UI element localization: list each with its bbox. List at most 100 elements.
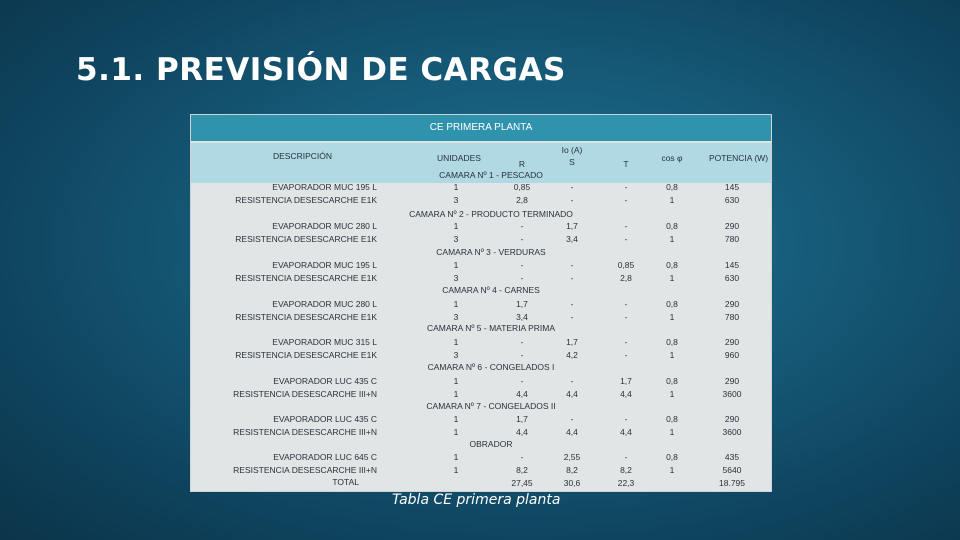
row-r: - [520, 234, 524, 244]
row-cos: 0,8 [666, 182, 678, 192]
row-t: - [624, 195, 628, 205]
row-units: 1 [453, 389, 459, 399]
row-cos: 1 [669, 195, 675, 205]
section-title: CAMARA Nº 5 - MATERIA PRIMA [426, 323, 556, 333]
row-cos: 0,8 [666, 452, 678, 462]
row-units: 3 [453, 350, 459, 360]
row-cos: 0,8 [666, 221, 678, 231]
row-units: 1 [453, 452, 459, 462]
row-potencia: 290 [724, 414, 740, 424]
row-description: RESISTENCIA DESESCARCHE III+N [233, 465, 377, 475]
row-s: 4,4 [566, 389, 578, 399]
row-s: - [570, 414, 574, 424]
row-s: 8,2 [566, 465, 578, 475]
row-units: 1 [453, 465, 459, 475]
row-units: 1 [453, 260, 459, 270]
row-t: 8,2 [620, 465, 632, 475]
row-r: - [520, 260, 524, 270]
row-units: 1 [453, 427, 459, 437]
section-title: CAMARA Nº 2 - PRODUCTO TERMINADO [409, 209, 573, 219]
total-s: 30,6 [563, 478, 581, 488]
row-s: 4,2 [566, 350, 578, 360]
row-potencia: 630 [724, 273, 740, 283]
row-t: 2,8 [620, 273, 632, 283]
row-cos: 0,8 [666, 260, 678, 270]
row-description: EVAPORADOR LUC 645 C [273, 452, 377, 462]
row-cos: 1 [669, 273, 675, 283]
col-header-cos: cos φ [661, 153, 683, 163]
row-r: - [520, 221, 524, 231]
loads-table: CE PRIMERA PLANTA DESCRIPCIÓN UNIDADES I… [190, 114, 772, 492]
row-units: 3 [453, 195, 459, 205]
row-potencia: 290 [724, 221, 740, 231]
row-t: - [624, 337, 628, 347]
row-r: - [520, 376, 524, 386]
row-r: 1,7 [516, 414, 528, 424]
total-potencia: 18.795 [719, 478, 745, 488]
section-title: CAMARA Nº 3 - VERDURAS [436, 247, 546, 257]
row-description: EVAPORADOR MUC 195 L [272, 182, 377, 192]
col-header-io: Io (A) [561, 145, 583, 155]
total-label: TOTAL [332, 477, 359, 487]
row-units: 3 [453, 273, 459, 283]
row-t: 1,7 [620, 376, 632, 386]
row-s: - [570, 299, 574, 309]
col-header-unidades: UNIDADES [437, 153, 481, 163]
total-r: 27,45 [511, 478, 533, 488]
row-description: EVAPORADOR MUC 195 L [272, 260, 377, 270]
row-r: - [520, 337, 524, 347]
row-t: - [624, 221, 628, 231]
row-units: 1 [453, 221, 459, 231]
row-r: 8,2 [516, 465, 528, 475]
row-description: RESISTENCIA DESESCARCHE III+N [233, 389, 377, 399]
row-description: RESISTENCIA DESESCARCHE E1K [235, 312, 377, 322]
row-r: 4,4 [516, 427, 528, 437]
row-t: 0,85 [617, 260, 635, 270]
col-header-descripcion: DESCRIPCIÓN [273, 151, 333, 161]
row-s: 3,4 [566, 234, 578, 244]
row-r: 4,4 [516, 389, 528, 399]
total-t: 22,3 [617, 478, 635, 488]
row-r: 0,85 [513, 182, 531, 192]
row-r: - [520, 350, 524, 360]
section-title: CAMARA Nº 7 - CONGELADOS II [426, 401, 556, 411]
row-s: - [570, 260, 574, 270]
row-units: 3 [453, 312, 459, 322]
row-potencia: 290 [724, 376, 740, 386]
row-potencia: 3600 [722, 389, 742, 399]
row-r: - [520, 452, 524, 462]
row-description: RESISTENCIA DESESCARCHE III+N [233, 427, 377, 437]
row-description: EVAPORADOR MUC 280 L [272, 299, 377, 309]
row-cos: 0,8 [666, 376, 678, 386]
table-header: CE PRIMERA PLANTA [191, 115, 771, 141]
row-cos: 1 [669, 465, 675, 475]
col-header-t: T [623, 159, 629, 169]
row-description: EVAPORADOR MUC 280 L [272, 221, 377, 231]
row-units: 1 [453, 376, 459, 386]
row-cos: 0,8 [666, 337, 678, 347]
row-units: 1 [453, 299, 459, 309]
row-cos: 1 [669, 350, 675, 360]
column-header-band [191, 143, 771, 183]
row-t: - [624, 182, 628, 192]
row-s: 2,55 [563, 452, 581, 462]
row-units: 1 [453, 182, 459, 192]
row-s: - [570, 312, 574, 322]
row-t: - [624, 312, 628, 322]
row-description: RESISTENCIA DESESCARCHE E1K [235, 234, 377, 244]
row-cos: 0,8 [666, 299, 678, 309]
row-cos: 1 [669, 427, 675, 437]
row-s: - [570, 182, 574, 192]
row-description: EVAPORADOR LUC 435 C [273, 376, 377, 386]
col-header-s: S [569, 157, 575, 167]
row-potencia: 630 [724, 195, 740, 205]
row-potencia: 290 [724, 299, 740, 309]
row-potencia: 435 [724, 452, 740, 462]
col-header-potencia: POTENCIA (W) [709, 153, 769, 163]
col-header-r: R [518, 159, 526, 169]
row-s: 4,4 [566, 427, 578, 437]
section-title: CAMARA Nº 1 - PESCADO [439, 170, 543, 180]
row-t: - [624, 414, 628, 424]
section-title: CAMARA Nº 4 - CARNES [442, 285, 540, 295]
row-r: 1,7 [516, 299, 528, 309]
